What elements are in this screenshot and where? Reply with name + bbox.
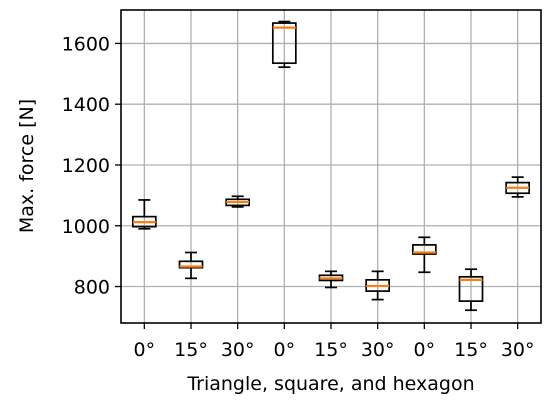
box-0: [131, 199, 157, 230]
iqr-box: [271, 22, 297, 65]
y-tick-label: 1200: [62, 155, 110, 177]
box-6: [411, 236, 437, 274]
box-3: [271, 20, 297, 68]
box-1: [178, 251, 204, 280]
box-8: [505, 176, 531, 198]
x-axis-label: Triangle, square, and hexagon: [186, 373, 474, 395]
iqr-box: [178, 260, 204, 269]
box-7: [458, 268, 484, 312]
x-axis-ticks: 0° 15° 30° 0° 15° 30° 0° 15° 30°: [134, 323, 535, 361]
iqr-box: [411, 244, 437, 255]
iqr-box: [458, 275, 484, 302]
x-tick-label: 0°: [134, 339, 156, 361]
x-tick-label: 30°: [361, 339, 395, 361]
y-axis-ticks: 800 1000 1200 1400 1600: [62, 33, 121, 299]
y-axis-label: Max. force [N]: [16, 99, 38, 233]
x-tick-label: 0°: [414, 339, 436, 361]
box-4: [318, 270, 344, 289]
x-tick-label: 30°: [221, 339, 255, 361]
box-5: [365, 270, 391, 301]
x-tick-label: 15°: [174, 339, 208, 361]
y-tick-label: 800: [74, 277, 110, 299]
x-tick-label: 30°: [501, 339, 535, 361]
x-tick-label: 15°: [314, 339, 348, 361]
x-tick-label: 0°: [274, 339, 296, 361]
y-tick-label: 1000: [62, 216, 110, 238]
box-2: [225, 195, 251, 208]
y-tick-label: 1600: [62, 33, 110, 55]
x-tick-label: 15°: [454, 339, 488, 361]
y-tick-label: 1400: [62, 94, 110, 116]
boxes: [131, 20, 531, 312]
